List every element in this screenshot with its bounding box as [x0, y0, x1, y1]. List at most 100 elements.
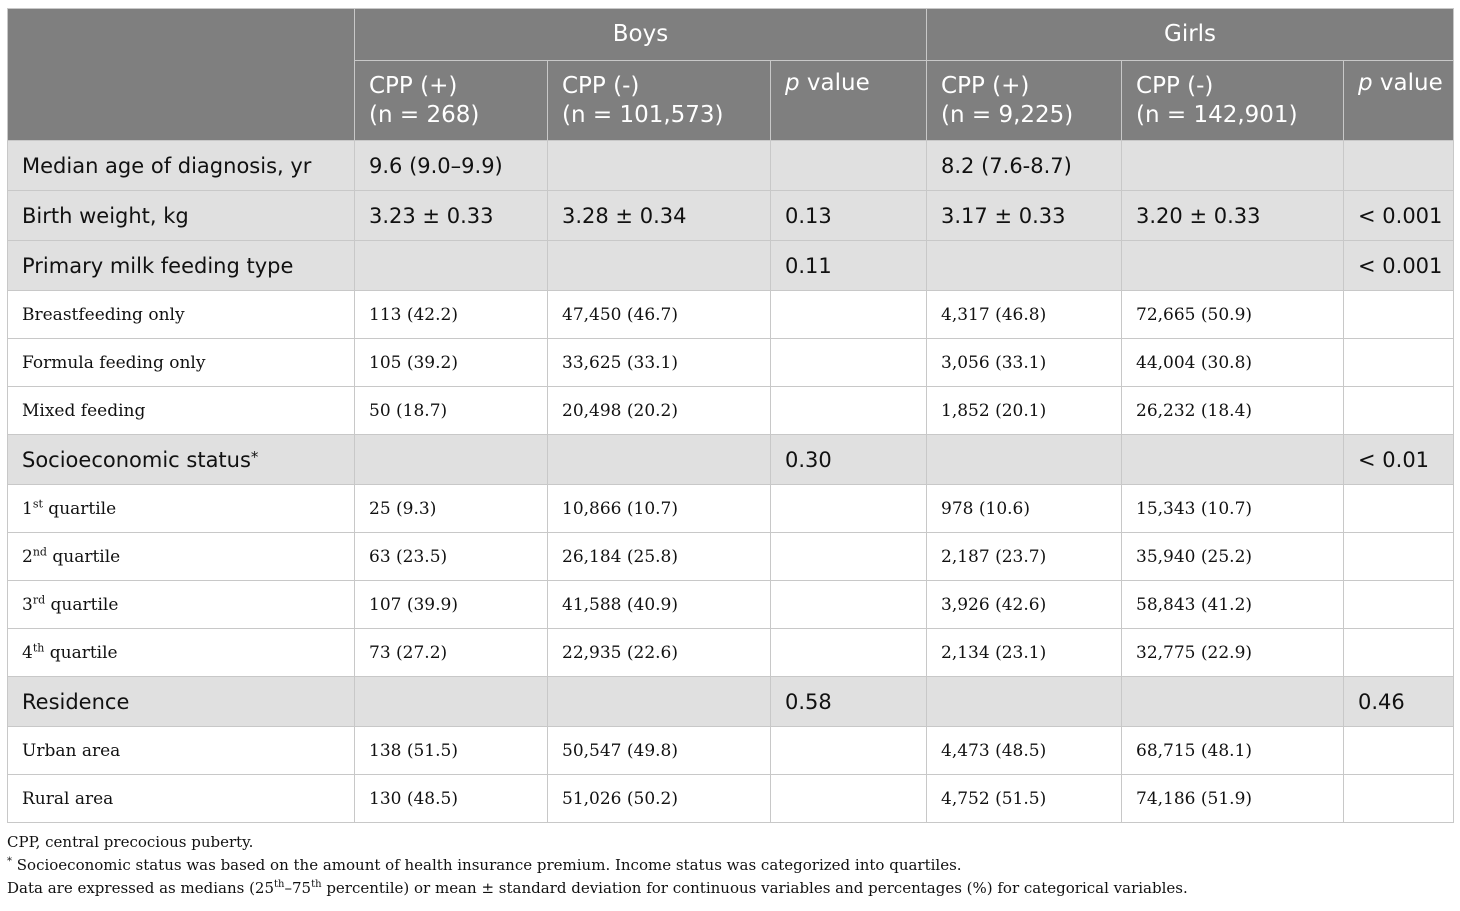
table-cell: [354, 240, 548, 291]
table-cell: 47,450 (46.7): [547, 290, 771, 339]
table-cell: [1343, 580, 1455, 629]
row-label: Residence: [7, 676, 355, 727]
table-cell: [769, 140, 928, 191]
table-cell: [926, 240, 1123, 291]
table-cell: [769, 484, 928, 533]
table-cell: 33,625 (33.1): [547, 338, 771, 387]
table-cell: [769, 338, 928, 387]
table-cell: [1343, 386, 1455, 435]
table-cell: 50 (18.7): [354, 386, 548, 435]
group-header-girls: Girls: [926, 8, 1455, 61]
table-cell: [1343, 628, 1455, 677]
table-cell: < 0.001: [1343, 190, 1455, 241]
table-cell: 3.23 ± 0.33: [354, 190, 548, 241]
table-cell: [769, 774, 928, 823]
table-cell: [547, 434, 771, 485]
table-cell: 8.2 (7.6-8.7): [926, 140, 1123, 191]
table-cell: [1121, 434, 1345, 485]
table-cell: 3,056 (33.1): [926, 338, 1123, 387]
table-row: Breastfeeding only 113 (42.2) 47,450 (46…: [7, 290, 1455, 339]
table-cell: 25 (9.3): [354, 484, 548, 533]
table-row: Urban area 138 (51.5) 50,547 (49.8) 4,47…: [7, 726, 1455, 775]
table-cell: [547, 676, 771, 727]
table-cell: 26,184 (25.8): [547, 532, 771, 581]
table-footnotes: CPP, central precocious puberty. * Socio…: [7, 831, 1453, 900]
table-cell: [1343, 774, 1455, 823]
table-cell: < 0.001: [1343, 240, 1455, 291]
row-label: Median age of diagnosis, yr: [7, 140, 355, 191]
table-cell: [547, 140, 771, 191]
table-cell: [769, 726, 928, 775]
row-label: Rural area: [7, 774, 355, 823]
table-cell: 4,317 (46.8): [926, 290, 1123, 339]
row-label: 1st quartile: [7, 484, 355, 533]
table-cell: 72,665 (50.9): [1121, 290, 1345, 339]
table-cell: 113 (42.2): [354, 290, 548, 339]
table-cell: [354, 434, 548, 485]
col-header-boys-p-value: p value: [769, 60, 928, 141]
table-cell: 51,026 (50.2): [547, 774, 771, 823]
table-cell: [769, 628, 928, 677]
row-label: Formula feeding only: [7, 338, 355, 387]
row-label: 4th quartile: [7, 628, 355, 677]
table-cell: [769, 386, 928, 435]
table-cell: [1343, 290, 1455, 339]
table-cell: 3.28 ± 0.34: [547, 190, 771, 241]
table-cell: [1343, 532, 1455, 581]
table-cell: 0.11: [769, 240, 928, 291]
table-cell: 26,232 (18.4): [1121, 386, 1345, 435]
table-cell: [769, 580, 928, 629]
table-row: 1st quartile 25 (9.3) 10,866 (10.7) 978 …: [7, 484, 1455, 533]
table-cell: 138 (51.5): [354, 726, 548, 775]
table-cell: 63 (23.5): [354, 532, 548, 581]
row-label: Urban area: [7, 726, 355, 775]
table-row: 4th quartile 73 (27.2) 22,935 (22.6) 2,1…: [7, 628, 1455, 677]
asterisk-marker: *: [250, 447, 259, 466]
table-cell: 73 (27.2): [354, 628, 548, 677]
table-row: Rural area 130 (48.5) 51,026 (50.2) 4,75…: [7, 774, 1455, 823]
table-cell: 58,843 (41.2): [1121, 580, 1345, 629]
row-label: Socioeconomic status*: [7, 434, 355, 485]
table-cell: [769, 290, 928, 339]
table-cell: [354, 676, 548, 727]
table-cell: 35,940 (25.2): [1121, 532, 1345, 581]
table-cell: 0.58: [769, 676, 928, 727]
table-cell: 0.13: [769, 190, 928, 241]
table-cell: 1,852 (20.1): [926, 386, 1123, 435]
table-cell: 9.6 (9.0–9.9): [354, 140, 548, 191]
table-body: Median age of diagnosis, yr 9.6 (9.0–9.9…: [7, 140, 1455, 823]
table-row: Formula feeding only 105 (39.2) 33,625 (…: [7, 338, 1455, 387]
table-row: Median age of diagnosis, yr 9.6 (9.0–9.9…: [7, 140, 1455, 191]
table-cell: [1121, 140, 1345, 191]
table-header: Boys Girls CPP (+) (n = 268) CPP (-) (n = …: [7, 8, 1455, 141]
table-cell: < 0.01: [1343, 434, 1455, 485]
table-cell: 50,547 (49.8): [547, 726, 771, 775]
table-cell: 68,715 (48.1): [1121, 726, 1345, 775]
table-cell: [1121, 240, 1345, 291]
table-cell: 74,186 (51.9): [1121, 774, 1345, 823]
col-header-girls-p-value: p value: [1343, 60, 1455, 141]
row-label: 3rd quartile: [7, 580, 355, 629]
table-cell: 0.30: [769, 434, 928, 485]
footnote-socioeconomic: * Socioeconomic status was based on the …: [7, 856, 962, 874]
table-cell: 10,866 (10.7): [547, 484, 771, 533]
col-header-girls-cpp-neg: CPP (-) (n = 142,901): [1121, 60, 1345, 141]
header-corner: [7, 8, 355, 141]
col-header-boys-cpp-neg: CPP (-) (n = 101,573): [547, 60, 771, 141]
table-cell: 0.46: [1343, 676, 1455, 727]
table-cell: 15,343 (10.7): [1121, 484, 1345, 533]
group-header-boys: Boys: [353, 8, 928, 61]
table-cell: 22,935 (22.6): [547, 628, 771, 677]
table-cell: [1343, 338, 1455, 387]
table-cell: 978 (10.6): [926, 484, 1123, 533]
table-row: 3rd quartile 107 (39.9) 41,588 (40.9) 3,…: [7, 580, 1455, 629]
table-row: Socioeconomic status* 0.30 < 0.01: [7, 434, 1455, 485]
col-header-girls-cpp-pos: CPP (+) (n = 9,225): [926, 60, 1123, 141]
table-cell: 2,187 (23.7): [926, 532, 1123, 581]
table-cell: [926, 676, 1123, 727]
row-label: Mixed feeding: [7, 386, 355, 435]
table-cell: 3,926 (42.6): [926, 580, 1123, 629]
table-cell: 2,134 (23.1): [926, 628, 1123, 677]
table-cell: [547, 240, 771, 291]
table-row: Residence 0.58 0.46: [7, 676, 1455, 727]
